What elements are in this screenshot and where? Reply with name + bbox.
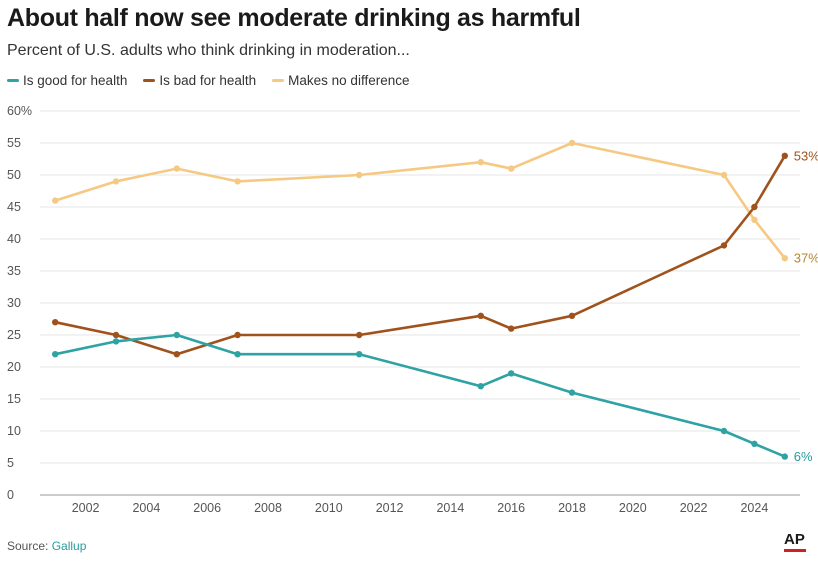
x-tick-label-2016: 2016 [497,501,525,515]
y-tick-label-20: 20 [7,360,21,374]
data-point-no-difference-2024 [751,216,758,223]
data-point-no-difference-2001 [52,197,59,204]
x-tick-label-2024: 2024 [740,501,768,515]
data-point-good-2003 [112,338,120,345]
data-point-good-2018 [568,389,576,396]
data-point-good-2015 [477,383,484,390]
x-tick-label-2022: 2022 [680,501,708,515]
legend-label-no-difference: Makes no difference [288,73,410,88]
legend-label-bad: Is bad for health [159,73,257,88]
data-point-no-difference-2023 [720,171,728,179]
y-tick-label-10: 10 [7,424,21,438]
x-tick-label-2006: 2006 [193,501,221,515]
data-point-no-difference-2025 [781,255,788,262]
data-point-good-2001 [52,351,59,358]
y-tick-label-5: 5 [7,456,14,470]
ap-logo: AP [784,531,805,548]
y-tick-label-45: 45 [7,200,21,214]
y-tick-label-0: 0 [7,488,14,502]
data-point-no-difference-2003 [112,178,120,185]
data-point-good-2025 [781,453,788,460]
data-point-bad-2001 [52,319,59,326]
data-point-bad-2024 [751,203,758,211]
x-tick-label-2014: 2014 [436,501,464,515]
source-label: Source: [7,539,49,553]
data-point-no-difference-2016 [508,165,515,172]
source-link[interactable]: Gallup [51,539,87,553]
data-point-bad-2025 [781,152,788,159]
data-point-bad-2016 [508,325,515,332]
end-label-good: 6% [794,449,813,464]
data-point-no-difference-2005 [173,165,180,172]
legend: Is good for health Is bad for health Mak… [7,73,409,88]
y-tick-label-55: 55 [7,136,21,150]
ap-logo-accent [784,549,806,552]
data-point-bad-2023 [720,242,728,249]
data-point-good-2011 [356,351,363,358]
x-tick-label-2010: 2010 [315,501,343,515]
x-tick-label-2008: 2008 [254,501,282,515]
series-line-good [53,333,787,458]
end-label-bad: 53% [794,148,818,163]
data-point-bad-2003 [112,331,120,339]
chart-title: About half now see moderate drinking as … [7,4,581,32]
y-tick-label-50: 50 [7,168,21,182]
y-tick-label-25: 25 [7,328,21,342]
data-point-bad-2015 [477,312,484,319]
series-line-no-difference [53,141,787,260]
x-tick-label-2020: 2020 [619,501,647,515]
legend-item-good: Is good for health [7,73,127,88]
data-point-good-2007 [234,351,241,358]
data-point-good-2005 [173,331,180,339]
y-tick-label-35: 35 [7,264,21,278]
y-tick-label-60: 60% [7,104,32,118]
end-label-no-difference: 37% [794,251,818,266]
legend-swatch-bad [143,79,156,82]
x-tick-label-2004: 2004 [132,501,160,515]
data-point-no-difference-2018 [568,139,576,147]
legend-swatch-good [7,79,19,82]
data-point-no-difference-2015 [477,159,484,166]
source-note: Source: Gallup [7,539,86,553]
y-tick-label-30: 30 [7,296,21,310]
data-point-good-2016 [508,370,515,377]
data-point-no-difference-2007 [234,178,241,185]
data-point-bad-2007 [234,331,241,339]
data-point-bad-2011 [356,331,363,339]
legend-item-no-difference: Makes no difference [272,73,409,88]
series-line-bad [53,154,787,356]
data-point-no-difference-2011 [356,171,363,179]
legend-label-good: Is good for health [23,73,128,88]
x-tick-label-2002: 2002 [72,501,100,515]
data-point-good-2024 [751,440,758,447]
x-tick-label-2018: 2018 [558,501,586,515]
data-point-bad-2018 [568,312,576,319]
data-point-good-2023 [720,427,728,435]
legend-swatch-no-difference [272,79,285,82]
y-tick-label-40: 40 [7,232,21,246]
x-tick-label-2012: 2012 [376,501,404,515]
legend-item-bad: Is bad for health [143,73,256,88]
chart-subtitle: Percent of U.S. adults who think drinkin… [7,42,410,59]
y-tick-label-15: 15 [7,392,21,406]
data-point-bad-2005 [173,351,180,358]
